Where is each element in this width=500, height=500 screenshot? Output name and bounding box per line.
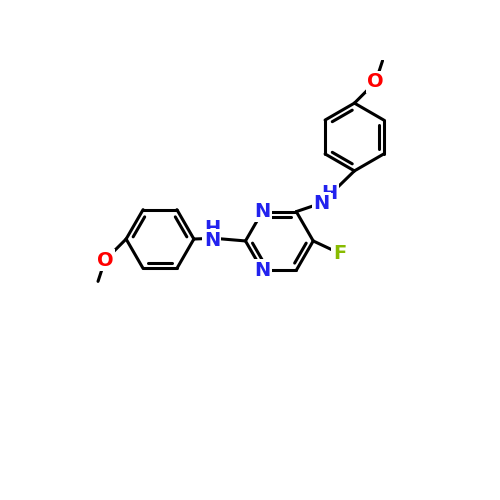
Text: O: O bbox=[96, 250, 114, 270]
Text: N: N bbox=[254, 261, 270, 280]
Text: N: N bbox=[313, 194, 330, 212]
Text: N: N bbox=[204, 230, 220, 250]
Text: H: H bbox=[204, 219, 220, 238]
Text: F: F bbox=[333, 244, 346, 263]
Text: N: N bbox=[254, 202, 270, 221]
Text: O: O bbox=[368, 72, 384, 92]
Text: H: H bbox=[321, 184, 337, 203]
